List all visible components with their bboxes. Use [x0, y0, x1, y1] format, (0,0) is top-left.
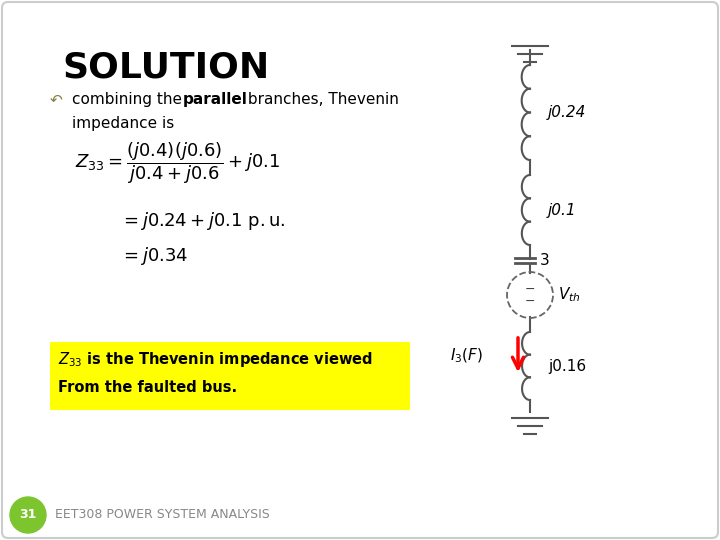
Text: $V_{th}$: $V_{th}$ — [558, 286, 580, 305]
Text: impedance is: impedance is — [72, 116, 174, 131]
Text: −: − — [525, 282, 535, 295]
Circle shape — [10, 497, 46, 533]
Text: From the faulted bus.: From the faulted bus. — [58, 380, 237, 395]
Text: SOLUTION: SOLUTION — [62, 50, 269, 84]
Text: 3: 3 — [540, 253, 550, 268]
Text: j0.1: j0.1 — [548, 202, 577, 218]
Text: j0.24: j0.24 — [548, 105, 586, 120]
Text: parallel: parallel — [183, 92, 248, 107]
Text: $I_3(F)$: $I_3(F)$ — [450, 347, 483, 365]
Text: EET308 POWER SYSTEM ANALYSIS: EET308 POWER SYSTEM ANALYSIS — [55, 509, 270, 522]
Text: j0.16: j0.16 — [548, 359, 586, 374]
Text: $= j0.34$: $= j0.34$ — [120, 245, 188, 267]
Text: combining the: combining the — [72, 92, 187, 107]
Text: $= j0.24 + j0.1\ \mathrm{p.u.}$: $= j0.24 + j0.1\ \mathrm{p.u.}$ — [120, 210, 286, 232]
FancyBboxPatch shape — [50, 342, 410, 410]
Text: branches, Thevenin: branches, Thevenin — [243, 92, 399, 107]
Text: $Z_{33}$ is the Thevenin impedance viewed: $Z_{33}$ is the Thevenin impedance viewe… — [58, 350, 373, 369]
Text: 31: 31 — [19, 509, 37, 522]
Text: ↶: ↶ — [50, 92, 63, 107]
Text: −: − — [525, 294, 535, 307]
Text: $Z_{33} = \dfrac{(j0.4)(j0.6)}{j0.4+j0.6} + j0.1$: $Z_{33} = \dfrac{(j0.4)(j0.6)}{j0.4+j0.6… — [75, 140, 280, 186]
